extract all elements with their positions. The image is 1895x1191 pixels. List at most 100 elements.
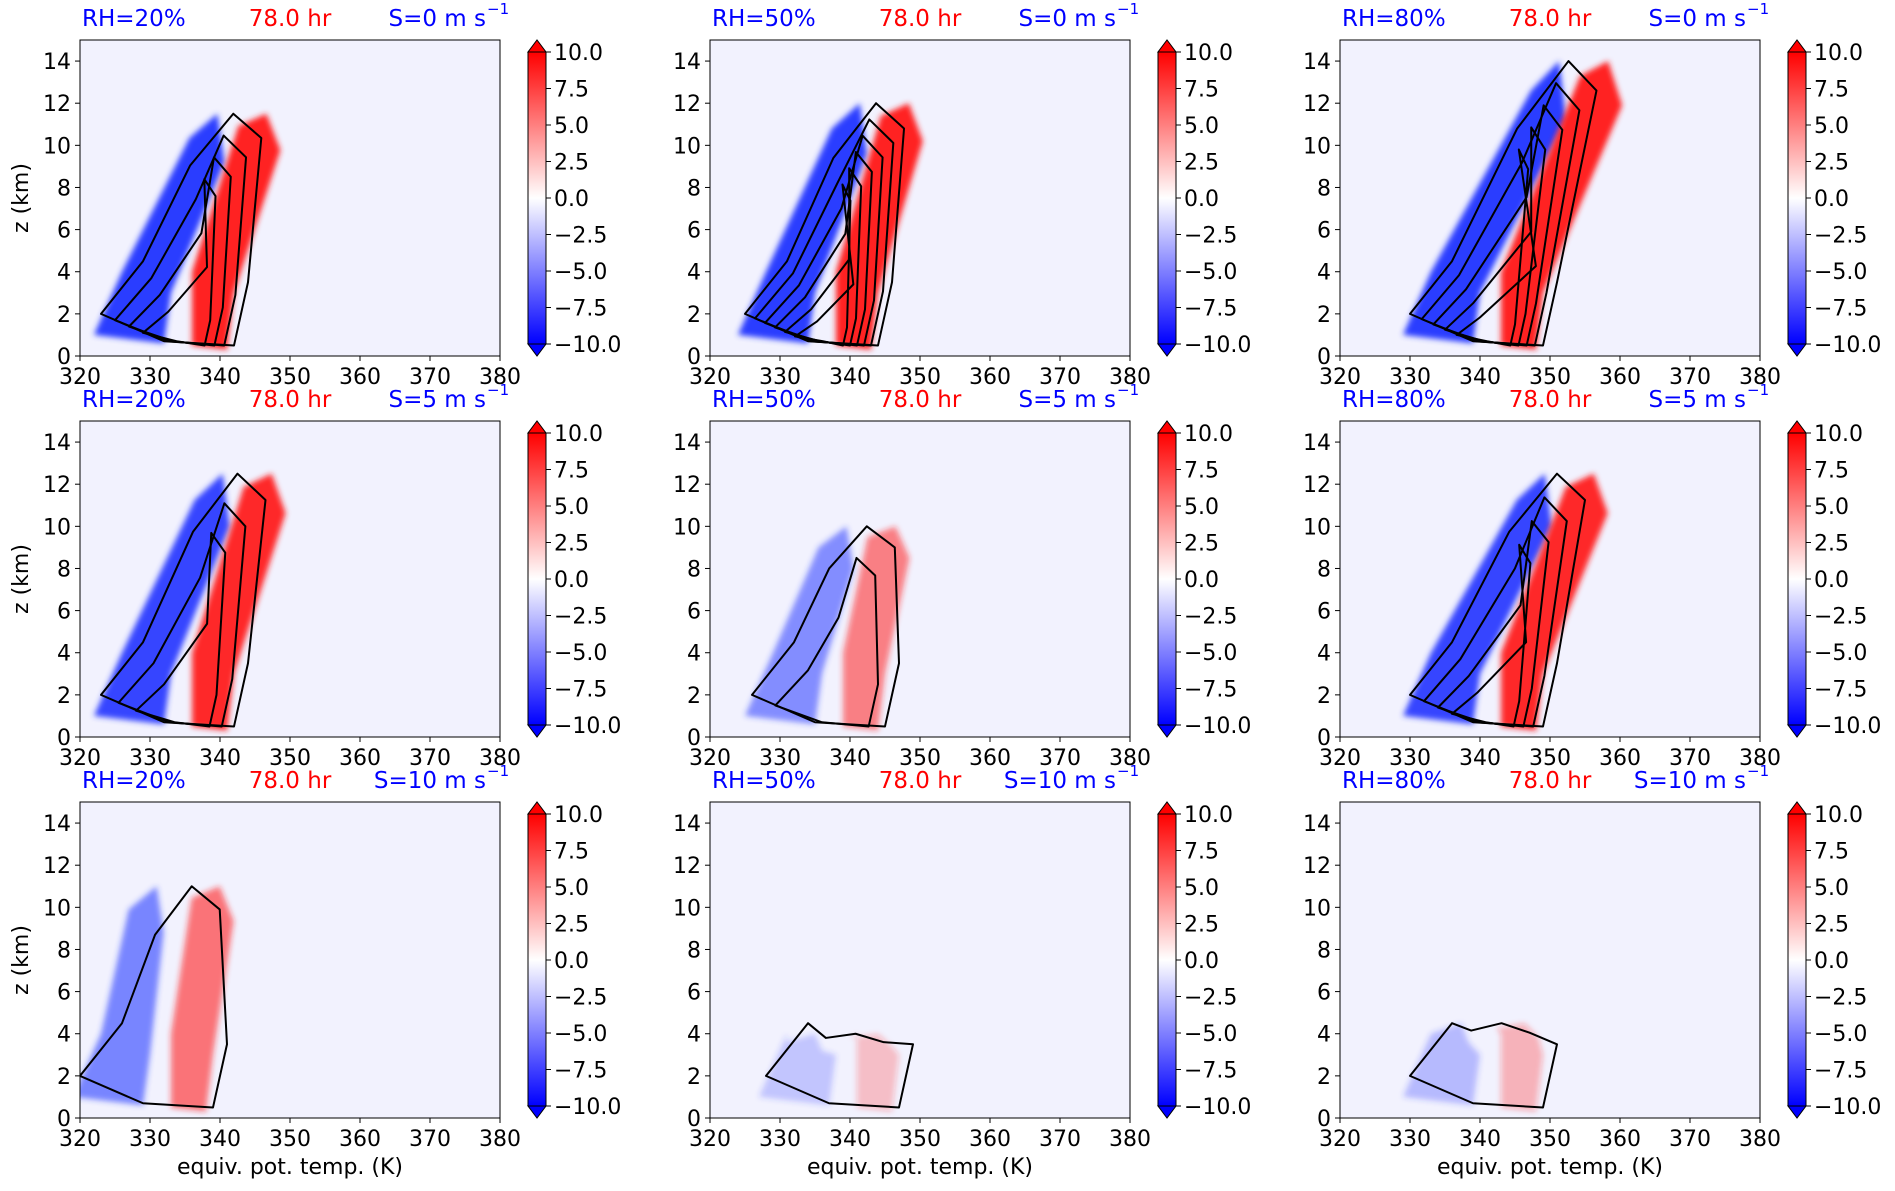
y-tick-label: 10 bbox=[673, 896, 701, 921]
x-tick-label: 340 bbox=[1459, 1127, 1501, 1152]
x-tick-label: 370 bbox=[1039, 1127, 1081, 1152]
panel-1-2: 320 330 340 350 360 370 380 0 2 4 6 8 10 12 14 RH=50% 78… bbox=[673, 0, 1251, 390]
colorbar-tick-label: 7.5 bbox=[1184, 78, 1219, 103]
y-tick-label: 0 bbox=[1317, 1107, 1331, 1132]
colorbar-tick-label: −2.5 bbox=[1814, 224, 1867, 249]
y-tick-label: 0 bbox=[687, 1107, 701, 1132]
y-tick-label: 12 bbox=[43, 473, 71, 498]
panel-shear-label: S=5 m s bbox=[1018, 387, 1116, 413]
x-tick-label: 360 bbox=[339, 746, 381, 771]
anomaly-field bbox=[94, 112, 281, 350]
x-tick-label: 340 bbox=[199, 1127, 241, 1152]
panel-shear-exponent: −1 bbox=[487, 381, 509, 399]
y-tick-label: 12 bbox=[43, 854, 71, 879]
panel-shear-label: S=0 m s bbox=[1018, 6, 1116, 32]
colorbar-gradient bbox=[1788, 52, 1806, 344]
colorbar-tick-label: 7.5 bbox=[554, 459, 589, 484]
x-tick-label: 350 bbox=[1529, 365, 1571, 390]
x-tick-label: 360 bbox=[339, 365, 381, 390]
y-tick-label: 14 bbox=[43, 812, 71, 837]
y-axis-label: z (km) bbox=[9, 163, 34, 233]
colorbar-tick-label: 10.0 bbox=[1814, 422, 1863, 447]
x-tick-label: 320 bbox=[1319, 746, 1361, 771]
panel-shear-exponent: −1 bbox=[1117, 381, 1139, 399]
x-tick-label: 350 bbox=[269, 365, 311, 390]
x-tick-label: 320 bbox=[59, 746, 101, 771]
colorbar-extend-max bbox=[1157, 801, 1177, 815]
anomaly-field bbox=[738, 102, 923, 350]
x-tick-label: 370 bbox=[1669, 746, 1711, 771]
colorbar-tick-label: −2.5 bbox=[1184, 224, 1237, 249]
colorbar-gradient bbox=[528, 52, 546, 344]
colorbar-tick-label: 2.5 bbox=[1814, 151, 1849, 176]
panel-rh-label: RH=20% bbox=[82, 387, 186, 413]
x-axis-label: equiv. pot. temp. (K) bbox=[1437, 1155, 1663, 1180]
panel-shear-label: S=0 m s bbox=[388, 6, 486, 32]
colorbar-extend-min bbox=[1157, 1105, 1177, 1119]
colorbar-tick-label: −10.0 bbox=[554, 714, 621, 739]
anomaly-field bbox=[1403, 60, 1623, 350]
colorbar-tick-label: 7.5 bbox=[1814, 459, 1849, 484]
colorbar-tick-label: −5.0 bbox=[1814, 1022, 1867, 1047]
x-tick-label: 340 bbox=[199, 365, 241, 390]
colorbar-tick-label: −2.5 bbox=[554, 224, 607, 249]
x-tick-label: 330 bbox=[129, 365, 171, 390]
y-tick-label: 8 bbox=[1317, 938, 1331, 963]
colorbar-gradient bbox=[1158, 52, 1176, 344]
y-tick-label: 4 bbox=[57, 1023, 71, 1048]
panel-shear-label: S=5 m s bbox=[388, 387, 486, 413]
y-tick-label: 2 bbox=[57, 1065, 71, 1090]
contour-line bbox=[142, 178, 217, 347]
y-tick-label: 4 bbox=[57, 642, 71, 667]
y-axis-label: z (km) bbox=[9, 544, 34, 614]
colorbar-tick-label: −10.0 bbox=[1814, 1095, 1881, 1120]
y-tick-label: 0 bbox=[1317, 345, 1331, 370]
colorbar-tick-label: 5.0 bbox=[1184, 876, 1219, 901]
panel-time-label: 78.0 hr bbox=[879, 387, 962, 413]
colorbar-tick-label: 2.5 bbox=[1184, 532, 1219, 557]
x-tick-label: 340 bbox=[829, 746, 871, 771]
negative-anomaly-region bbox=[759, 1033, 836, 1106]
panel-rh-label: RH=20% bbox=[82, 6, 186, 32]
x-tick-label: 380 bbox=[479, 365, 521, 390]
panel-time-label: 78.0 hr bbox=[1509, 768, 1592, 794]
x-tick-label: 370 bbox=[409, 365, 451, 390]
y-tick-label: 8 bbox=[687, 557, 701, 582]
colorbar-tick-label: 7.5 bbox=[1184, 840, 1219, 865]
colorbar-tick-label: 5.0 bbox=[554, 876, 589, 901]
y-tick-label: 12 bbox=[43, 92, 71, 117]
plot-area bbox=[1340, 802, 1760, 1118]
x-axis-label: equiv. pot. temp. (K) bbox=[177, 1155, 403, 1180]
colorbar-tick-label: −7.5 bbox=[1814, 1059, 1867, 1084]
panel-3-2: 320 330 340 350 360 370 380 0 2 4 6 8 10 12 14 equiv. p… bbox=[673, 762, 1251, 1180]
negative-anomaly-region bbox=[1403, 473, 1552, 725]
anomaly-field bbox=[94, 472, 286, 731]
panel-shear-exponent: −1 bbox=[1117, 0, 1139, 18]
y-tick-label: 2 bbox=[57, 303, 71, 328]
colorbar-tick-label: 5.0 bbox=[1814, 495, 1849, 520]
x-tick-label: 330 bbox=[129, 746, 171, 771]
x-tick-label: 340 bbox=[829, 1127, 871, 1152]
colorbar-extend-max bbox=[527, 801, 547, 815]
y-tick-label: 8 bbox=[57, 938, 71, 963]
y-tick-label: 14 bbox=[673, 812, 701, 837]
panel-2-3: 320 330 340 350 360 370 380 0 2 4 6 8 10 12 14 RH=80% 78… bbox=[1303, 381, 1881, 771]
x-tick-label: 350 bbox=[269, 1127, 311, 1152]
y-tick-label: 2 bbox=[1317, 303, 1331, 328]
x-tick-label: 380 bbox=[1109, 746, 1151, 771]
colorbar-tick-label: 10.0 bbox=[1814, 803, 1863, 828]
y-tick-label: 12 bbox=[673, 92, 701, 117]
colorbar-tick-label: −5.0 bbox=[1184, 260, 1237, 285]
x-tick-label: 320 bbox=[689, 746, 731, 771]
y-tick-label: 14 bbox=[43, 50, 71, 75]
colorbar-tick-label: −10.0 bbox=[1814, 714, 1881, 739]
y-tick-label: 14 bbox=[1303, 812, 1331, 837]
colorbar-tick-label: −7.5 bbox=[554, 297, 607, 322]
colorbar-tick-label: 5.0 bbox=[554, 114, 589, 139]
colorbar-tick-label: −7.5 bbox=[1814, 297, 1867, 322]
panel-time-label: 78.0 hr bbox=[879, 768, 962, 794]
colorbar-tick-label: 5.0 bbox=[1184, 495, 1219, 520]
y-tick-label: 0 bbox=[1317, 726, 1331, 751]
colorbar-tick-label: −5.0 bbox=[554, 641, 607, 666]
y-tick-label: 2 bbox=[687, 303, 701, 328]
